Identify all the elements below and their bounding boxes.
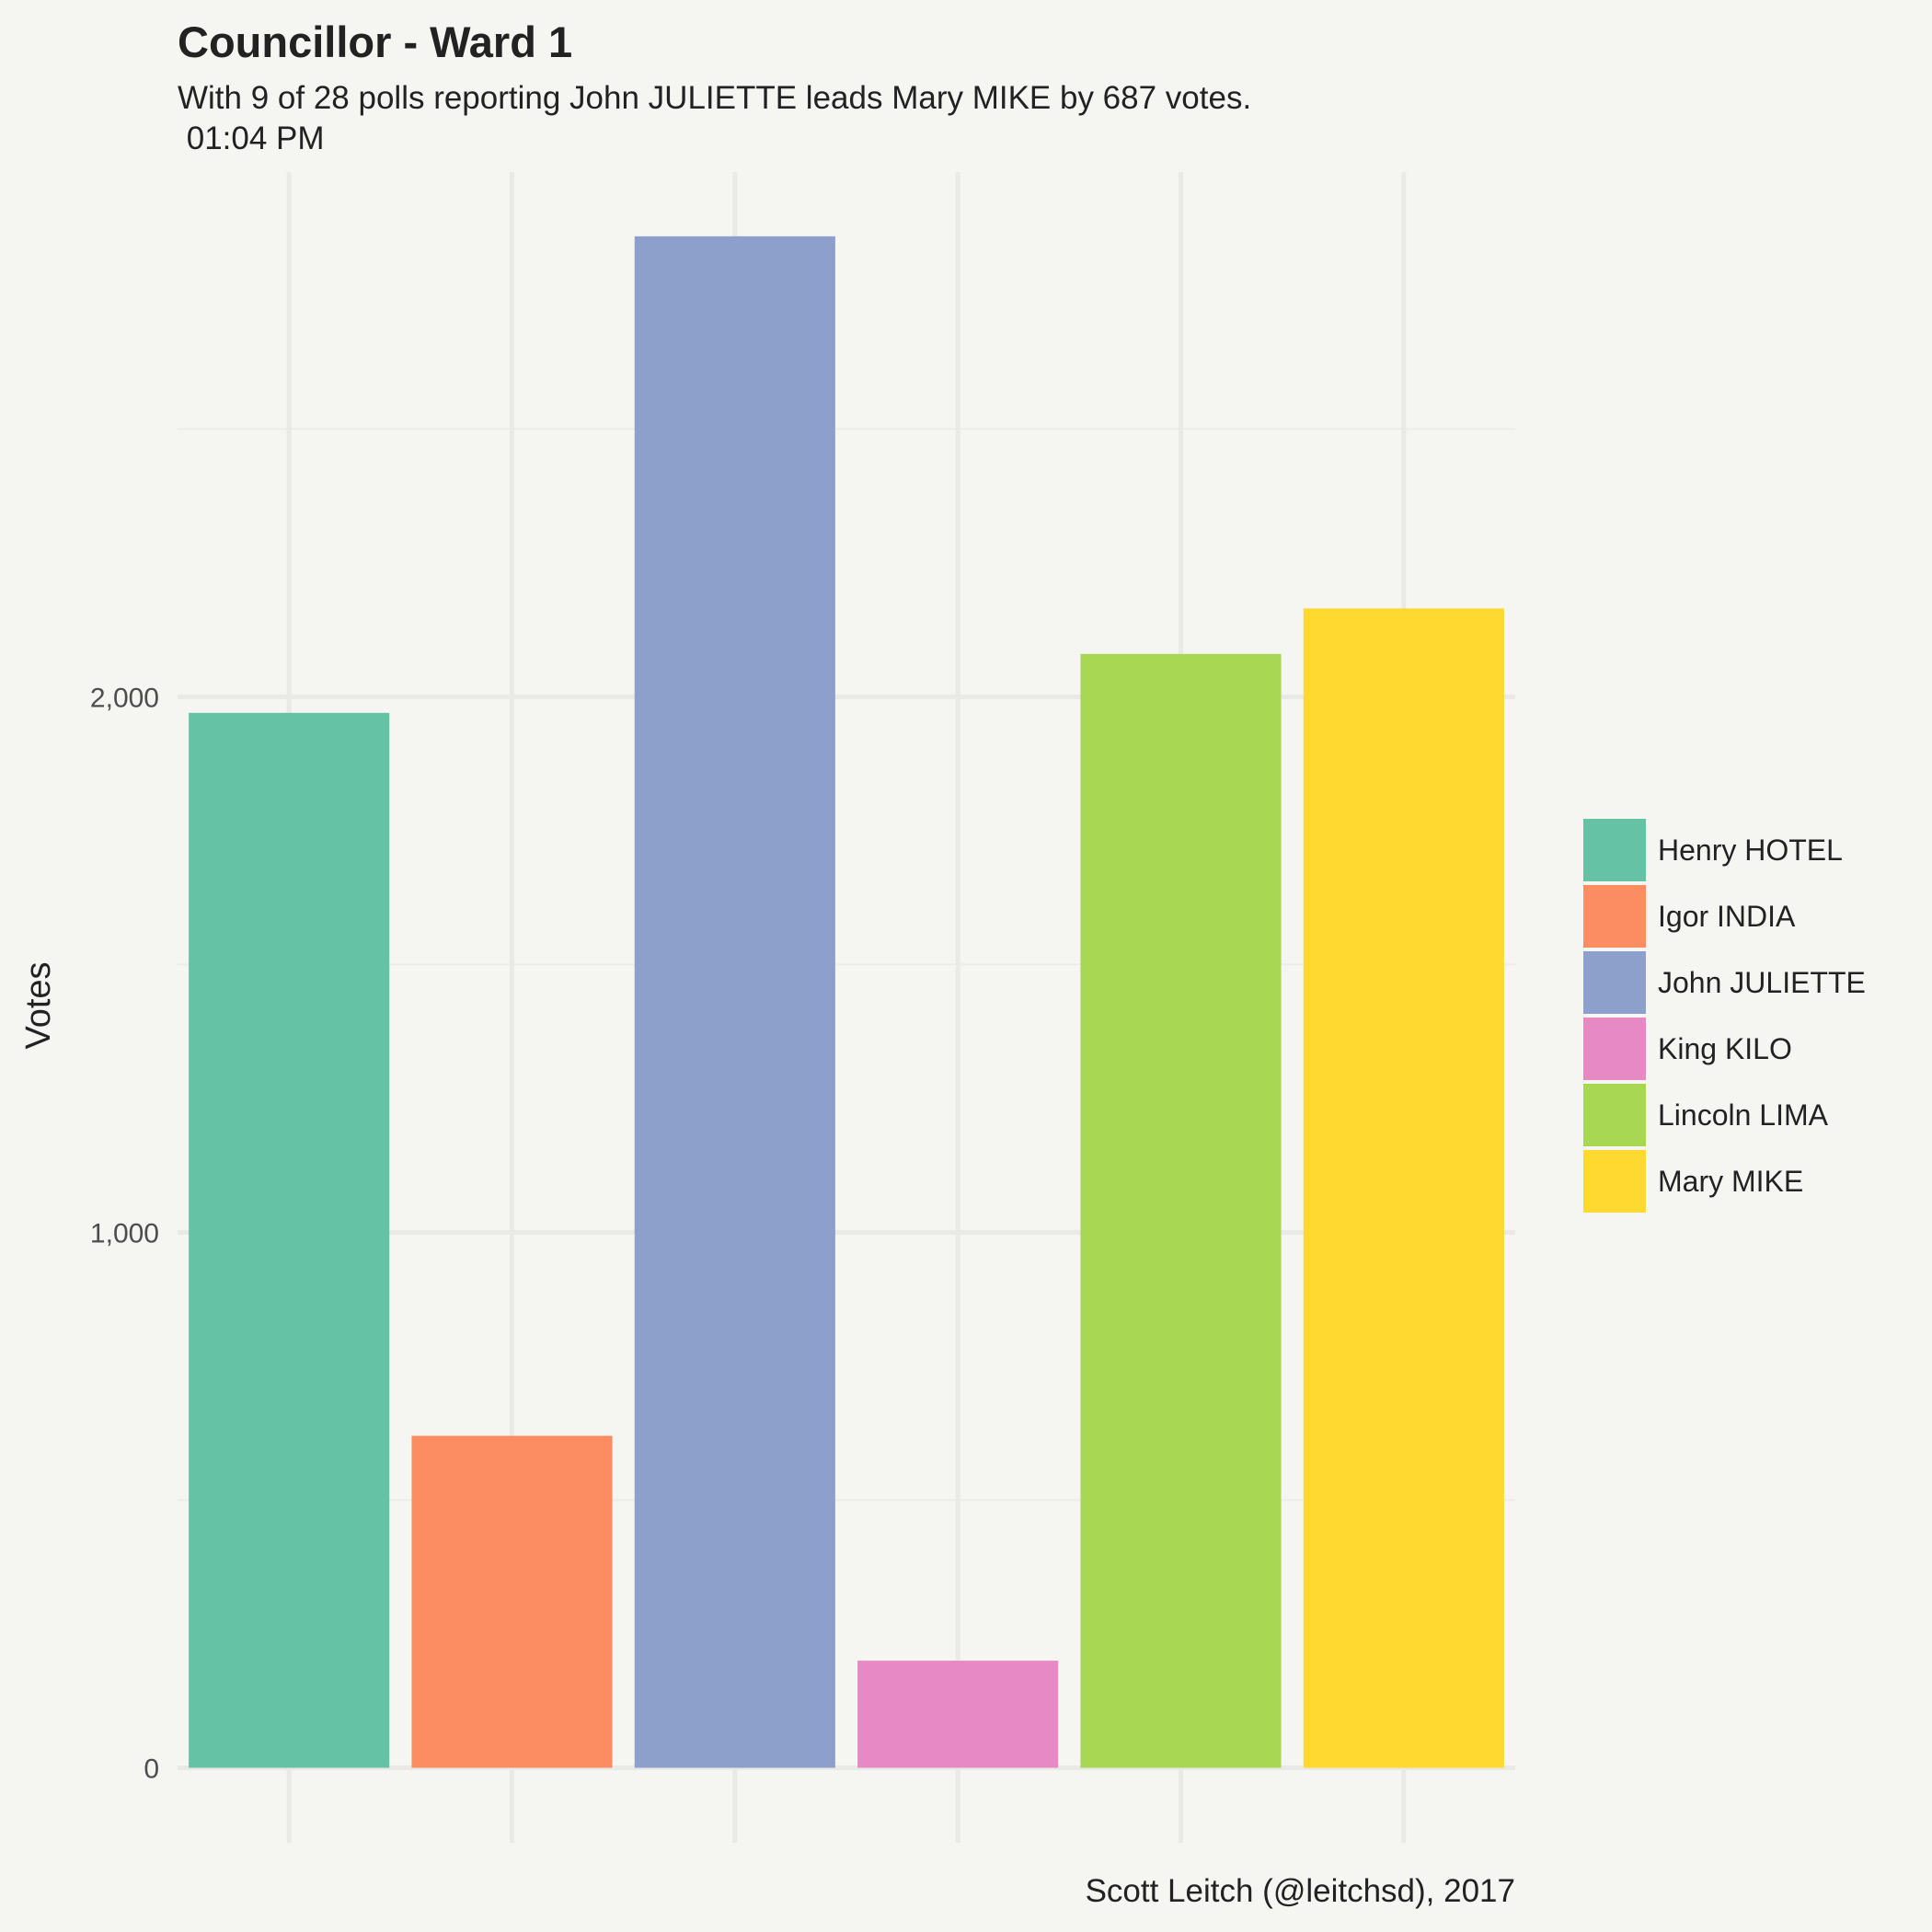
legend-label: King KILO xyxy=(1658,1032,1792,1065)
legend-label: John JULIETTE xyxy=(1658,966,1866,999)
legend-key xyxy=(1583,885,1646,948)
legend-key xyxy=(1583,951,1646,1014)
chart-caption: Scott Leitch (@leitchsd), 2017 xyxy=(1086,1873,1515,1909)
legend-key xyxy=(1583,1018,1646,1080)
bar-henry-hotel xyxy=(189,712,390,1768)
legend-key xyxy=(1583,819,1646,881)
bars xyxy=(189,236,1504,1768)
legend-key xyxy=(1583,1084,1646,1146)
bar-lincoln-lima xyxy=(1080,653,1282,1768)
bar-john-juliette xyxy=(634,236,835,1768)
legend-label: Lincoln LIMA xyxy=(1658,1098,1829,1132)
bar-igor-india xyxy=(411,1435,613,1768)
chart-subtitle-line-2: 01:04 PM xyxy=(178,121,325,156)
y-tick-label: 1,000 xyxy=(90,1218,159,1248)
legend-label: Henry HOTEL xyxy=(1658,834,1843,867)
legend-label: Igor INDIA xyxy=(1658,900,1796,933)
bar-mary-mike xyxy=(1303,608,1504,1768)
chart-title: Councillor - Ward 1 xyxy=(178,17,572,66)
legend-key xyxy=(1583,1150,1646,1213)
y-axis-label: Votes xyxy=(19,961,58,1049)
bar-king-kilo xyxy=(857,1661,1059,1768)
legend-label: Mary MIKE xyxy=(1658,1165,1803,1198)
chart-subtitle-line-1: With 9 of 28 polls reporting John JULIET… xyxy=(178,80,1251,116)
y-tick-label: 2,000 xyxy=(90,683,159,713)
y-tick-label: 0 xyxy=(144,1754,159,1785)
legend: Henry HOTEL Igor INDIA John JULIETTE King K… xyxy=(1583,819,1866,1213)
y-axis-tick-labels: 0 1,000 2,000 xyxy=(90,683,159,1784)
